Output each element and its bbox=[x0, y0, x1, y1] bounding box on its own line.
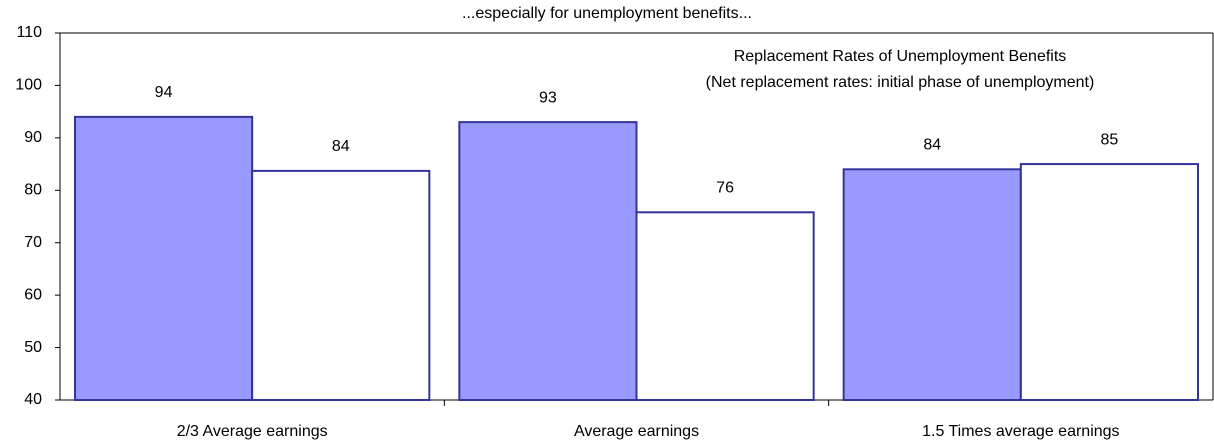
value-label: 84 bbox=[923, 137, 941, 154]
y-tick-label: 90 bbox=[24, 129, 42, 146]
y-tick-label: 70 bbox=[24, 234, 42, 251]
y-tick-label: 50 bbox=[24, 339, 42, 356]
bar bbox=[842, 168, 1022, 401]
chart-title: ...especially for unemployment benefits.… bbox=[462, 5, 752, 22]
value-label: 85 bbox=[1101, 131, 1119, 148]
y-tick-label: 40 bbox=[24, 391, 42, 408]
x-tick-label: 2/3 Average earnings bbox=[177, 423, 328, 440]
x-tick-label: 1.5 Times average earnings bbox=[922, 423, 1119, 440]
bar bbox=[74, 115, 254, 401]
y-tick-label: 110 bbox=[16, 24, 42, 41]
bar bbox=[1019, 163, 1199, 401]
y-tick-label: 60 bbox=[24, 286, 42, 303]
value-label: 94 bbox=[155, 84, 173, 101]
bar bbox=[458, 121, 638, 401]
bar bbox=[635, 211, 815, 401]
annotation: Replacement Rates of Unemployment Benefi… bbox=[734, 48, 1067, 65]
value-label: 84 bbox=[332, 138, 350, 155]
y-tick-label: 100 bbox=[15, 77, 42, 94]
value-label: 76 bbox=[716, 180, 734, 197]
value-label: 93 bbox=[539, 89, 557, 106]
bar bbox=[251, 169, 431, 401]
annotation: (Net replacement rates: initial phase of… bbox=[706, 74, 1095, 91]
y-tick-label: 80 bbox=[24, 182, 42, 199]
x-tick-label: Average earnings bbox=[574, 423, 699, 440]
